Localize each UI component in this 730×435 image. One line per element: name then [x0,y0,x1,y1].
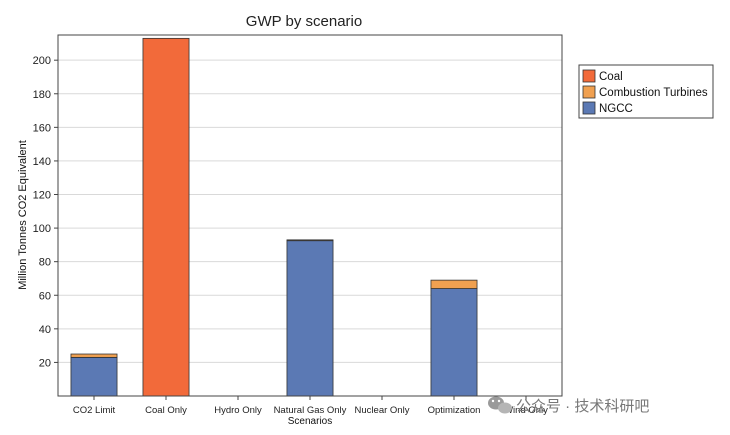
y-tick-label: 40 [39,324,51,336]
y-tick-label: 80 [39,257,51,269]
legend-label: NGCC [599,103,633,115]
x-tick-label: CO2 Limit [73,405,116,416]
y-tick-label: 120 [33,190,51,202]
x-tick-label: Coal Only [145,405,187,416]
bar-segment [70,356,118,397]
watermark-text: 公众号 · 技术科研吧 [516,398,649,415]
wechat-icon [488,396,512,414]
y-tick-label: 160 [33,122,51,134]
x-tick-label: Natural Gas Only [274,405,347,416]
legend-swatch [582,101,596,115]
y-tick-label: 180 [33,89,51,101]
legend-swatch [582,69,596,83]
bar-segment [430,279,478,289]
legend-label: Combustion Turbines [599,87,708,99]
x-tick-label: Hydro Only [214,405,262,416]
y-tick-label: 20 [39,357,51,369]
bar-segment [286,240,334,397]
x-tick-label: Wind Only [504,405,548,416]
grid-lines [58,59,562,363]
legend: Coal Combustion Turbines NGCC [578,64,714,119]
y-tick-label: 60 [39,290,51,302]
y-axis-label: Million Tonnes CO2 Equivalent [17,140,29,290]
x-axis-ticks: CO2 Limit Coal Only Hydro Only Natural Gas … [73,396,548,416]
x-axis-label: Scenarios [288,416,332,427]
legend-box [578,64,714,119]
y-axis-ticks: 20 40 60 80 100 120 140 160 180 200 [33,55,58,369]
x-tick-label: Nuclear Only [355,405,410,416]
legend-swatch [582,85,596,99]
bar-segment [430,288,478,397]
y-tick-label: 100 [33,223,51,235]
y-tick-label: 140 [33,156,51,168]
bar-segment [142,37,190,397]
bar-segment [70,353,118,358]
x-tick-label: Optimization [428,405,481,416]
y-tick-label: 200 [33,55,51,67]
bars [70,37,478,397]
watermark: 公众号 · 技术科研吧 [488,396,649,415]
legend-label: Coal [599,71,623,83]
bar-segment [286,239,334,242]
chart-title: GWP by scenario [246,13,362,30]
